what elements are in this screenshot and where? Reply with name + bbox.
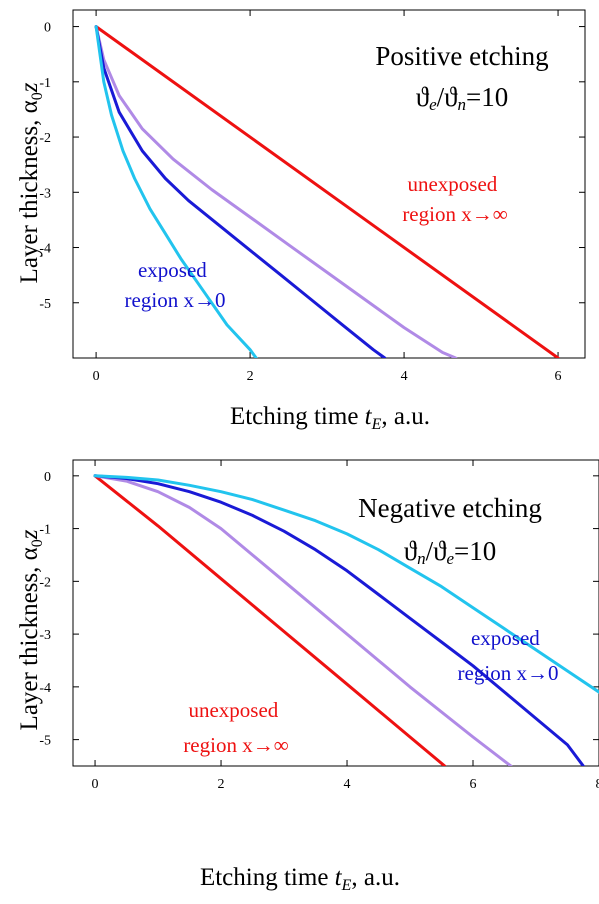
tick-marks: [73, 10, 585, 358]
chart-title: Negative etching: [358, 493, 542, 523]
series-line-3: [93, 474, 585, 766]
x-tick-label: 4: [344, 777, 351, 792]
x-tick-label: 0: [93, 369, 100, 384]
x-tick-labels: 0 2 4 6 8: [92, 777, 599, 792]
y-tick-labels: 0 -1 -2 -3 -4 -5: [39, 21, 51, 312]
chart-negative-etching: 0 2 4 6 8 0 -1 -2 -3 -4 -5 Negative etching ϑn/ϑe…: [16, 459, 599, 894]
y-axis-label: Layer thickness, α0z: [16, 82, 46, 283]
y-tick-label: 0: [44, 21, 51, 36]
y-tick-label: -4: [39, 681, 51, 696]
x-tick-label: 8: [596, 777, 599, 792]
x-tick-label: 2: [247, 369, 254, 384]
y-tick-label: -5: [39, 297, 51, 312]
series-line-3: [94, 25, 387, 358]
y-tick-label: -1: [39, 76, 51, 91]
tick-marks: [73, 460, 599, 766]
y-axis-label: Layer thickness, α0z: [16, 529, 46, 730]
chart-subtitle: ϑn/ϑe=10: [404, 536, 497, 568]
annotation-unexposed: unexposed region x→∞: [402, 172, 507, 226]
x-tick-label: 0: [92, 777, 99, 792]
x-tick-label: 2: [218, 777, 225, 792]
x-axis-label: Etching time tE, a.u.: [230, 403, 430, 433]
series-line-1: [93, 474, 447, 766]
series-lines: [93, 474, 599, 766]
x-tick-label: 6: [555, 369, 562, 384]
plot-frame: [72, 9, 586, 359]
y-tick-label: -3: [39, 628, 51, 643]
series-line-2: [93, 474, 513, 766]
chart-positive-etching: 0 2 4 6 0 -1 -2 -3 -4 -5 Positive etching ϑe/ϑn=…: [16, 9, 586, 433]
series-line-1: [94, 25, 560, 358]
annotation-exposed: exposed region x→0: [125, 258, 226, 312]
y-tick-label: 0: [44, 470, 51, 485]
series-line-4: [94, 25, 258, 358]
x-axis-label: Etching time tE, a.u.: [200, 864, 400, 894]
y-tick-labels: 0 -1 -2 -3 -4 -5: [39, 470, 51, 749]
series-line-4: [93, 474, 599, 694]
annotation-unexposed: unexposed region x→∞: [183, 698, 288, 757]
series-lines: [94, 25, 560, 358]
y-tick-label: -4: [39, 242, 51, 257]
y-tick-label: -2: [39, 131, 51, 146]
x-tick-label: 4: [401, 369, 408, 384]
y-tick-label: -3: [39, 186, 51, 201]
y-tick-label: -5: [39, 734, 51, 749]
annotation-exposed: exposed region x→0: [458, 626, 559, 685]
chart-title: Positive etching: [375, 41, 548, 71]
x-tick-labels: 0 2 4 6: [93, 369, 562, 384]
x-tick-label: 6: [470, 777, 477, 792]
y-tick-label: -1: [39, 523, 51, 538]
plot-frame: [72, 459, 599, 767]
chart-subtitle: ϑe/ϑn=10: [416, 82, 509, 114]
series-line-2: [94, 25, 458, 358]
y-tick-label: -2: [39, 575, 51, 590]
